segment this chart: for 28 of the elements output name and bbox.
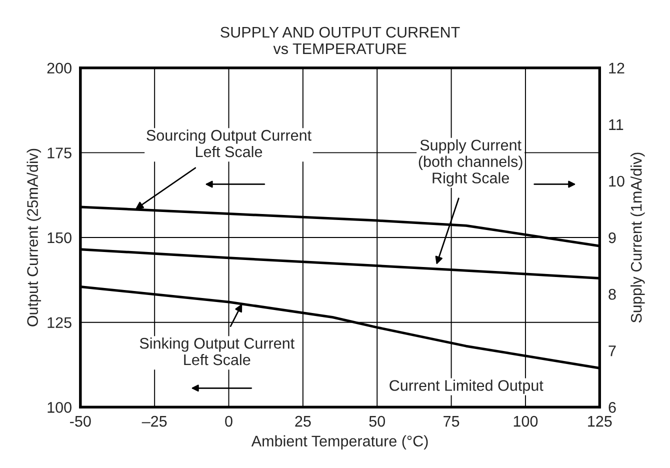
x-tick-label: -50: [70, 416, 91, 427]
y-tick-label: 200: [47, 62, 72, 74]
x-tick-label: 0: [225, 416, 232, 427]
y2-tick-label: 9: [608, 232, 616, 244]
annotation: Supply Current (both channels) Right Scale: [418, 139, 522, 186]
y2-tick-label: 10: [609, 176, 624, 187]
y2-tick-label: 11: [609, 119, 624, 130]
y-axis-title: Output Current (25mA/div): [26, 148, 42, 326]
x-tick-label: 75: [444, 416, 460, 427]
y-tick-label: 175: [48, 148, 72, 158]
y2-tick-label: 7: [608, 346, 616, 356]
x-tick-label: –25: [142, 416, 167, 427]
annotation: Sourcing Output Current Left Scale: [146, 130, 312, 158]
y2-axis-title: Supply Current (1mA/div): [630, 152, 645, 323]
chart-title: SUPPLY AND OUTPUT CURRENT vs TEMPERATURE: [220, 26, 460, 54]
annotation: Sinking Output Current Left Scale: [140, 338, 294, 366]
x-tick-label: 50: [369, 416, 386, 427]
y2-tick-label: 12: [609, 62, 624, 74]
y2-tick-label: 6: [608, 402, 616, 413]
y-tick-label: 125: [48, 317, 72, 328]
y-tick-label: 100: [48, 402, 72, 413]
y-tick-label: 150: [48, 232, 72, 244]
y2-tick-label: 8: [608, 288, 616, 300]
x-tick-label: 100: [514, 416, 538, 427]
x-axis-title: Ambient Temperature (°C): [251, 435, 428, 450]
x-tick-label: 25: [295, 416, 311, 427]
annotation: Current Limited Output: [390, 380, 544, 394]
x-tick-label: 125: [588, 416, 612, 427]
